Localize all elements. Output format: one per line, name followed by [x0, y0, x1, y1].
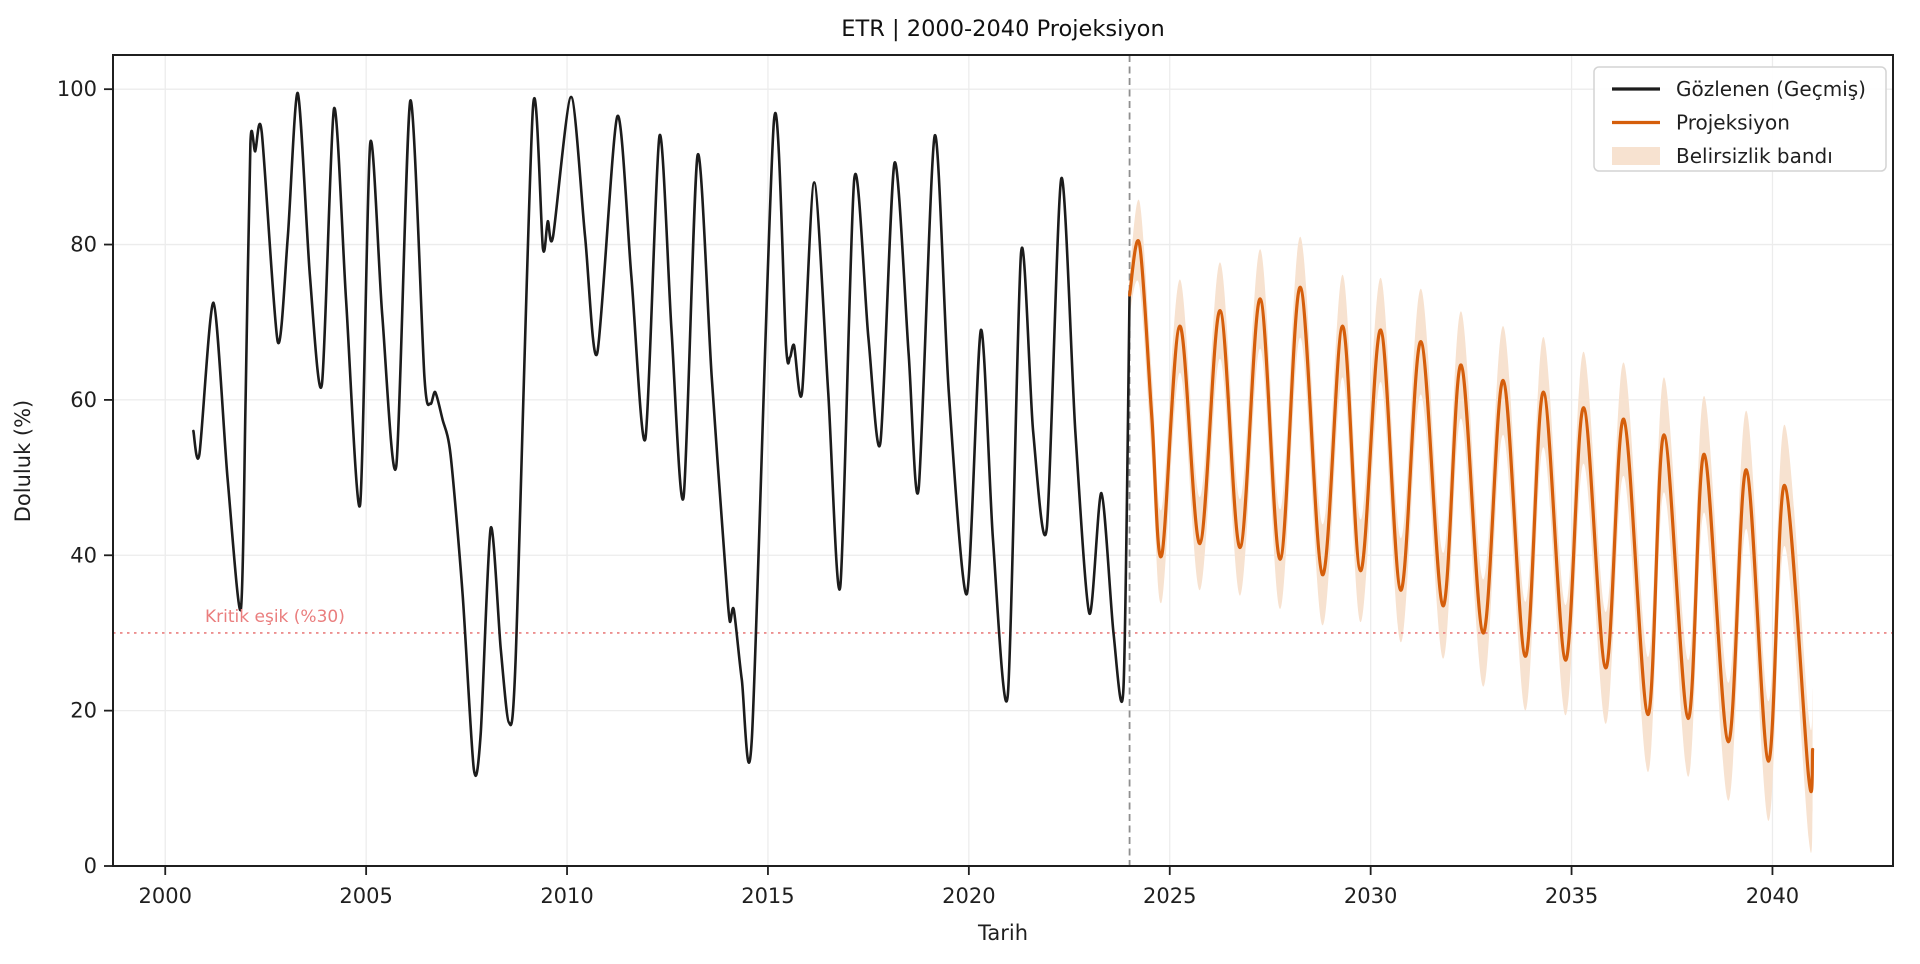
x-tick-label: 2030: [1344, 884, 1397, 908]
x-tick-label: 2005: [339, 884, 392, 908]
x-tick-label: 2020: [942, 884, 995, 908]
legend-item-label: Belirsizlik bandı: [1676, 144, 1833, 168]
legend-swatch-patch: [1612, 147, 1660, 165]
y-tick-label: 80: [70, 233, 97, 257]
x-axis-label: Tarih: [977, 921, 1028, 945]
threshold-label: Kritik eşik (%30): [205, 607, 345, 627]
x-tick-label: 2015: [741, 884, 794, 908]
chart-title: ETR | 2000-2040 Projeksiyon: [841, 16, 1164, 42]
y-tick-label: 0: [84, 854, 97, 878]
plot-border: [112, 54, 1894, 867]
y-axis-label: Doluluk (%): [11, 400, 35, 522]
x-tick-label: 2040: [1746, 884, 1799, 908]
legend-item-label: Projeksiyon: [1676, 111, 1790, 135]
x-tick-label: 2000: [139, 884, 192, 908]
legend-item-label: Gözlenen (Geçmiş): [1676, 77, 1866, 101]
legend-item-projection: Projeksiyon: [1612, 111, 1790, 135]
x-tick-label: 2010: [540, 884, 593, 908]
legend-item-band: Belirsizlik bandı: [1612, 144, 1833, 168]
legend-box: [1593, 66, 1887, 172]
uncertainty-band: [1129, 199, 1813, 854]
observed-line: [192, 91, 1131, 777]
y-tick-label: 20: [70, 699, 97, 723]
y-tick-label: 100: [57, 77, 97, 101]
series-layer: [192, 91, 1815, 794]
tick-layer: 2000 2005 2010 2015 2020 2025 2030 2035 20400204…: [57, 77, 1799, 908]
x-tick-label: 2025: [1143, 884, 1196, 908]
y-tick-label: 40: [70, 543, 97, 567]
legend: Gözlenen (Geçmiş) Projeksiyon Belirsizlik …: [1593, 66, 1887, 172]
uncertainty-band-layer: [1129, 199, 1813, 854]
y-tick-label: 60: [70, 388, 97, 412]
reference-lines-layer: [113, 55, 1893, 866]
x-tick-label: 2035: [1545, 884, 1598, 908]
legend-item-observed: Gözlenen (Geçmiş): [1612, 77, 1866, 101]
projection-line: [1128, 239, 1815, 794]
